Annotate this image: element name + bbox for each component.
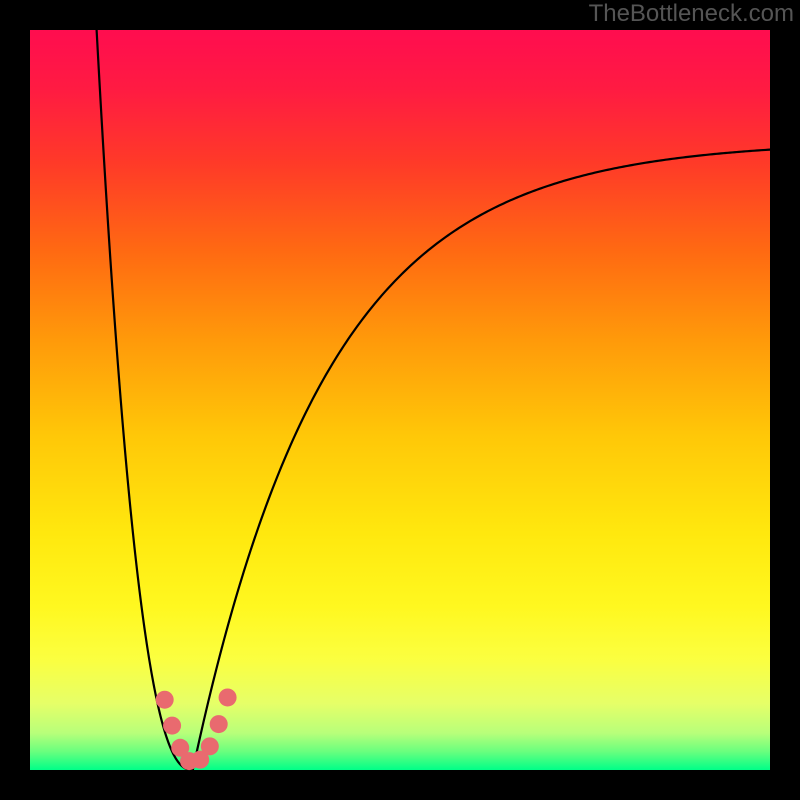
curve-marker — [156, 691, 174, 709]
watermark-text: TheBottleneck.com — [589, 0, 794, 28]
bottleneck-chart — [0, 0, 800, 800]
curve-marker — [201, 737, 219, 755]
plot-background — [30, 30, 770, 770]
curve-marker — [163, 717, 181, 735]
chart-root: TheBottleneck.com — [0, 0, 800, 800]
curve-marker — [219, 688, 237, 706]
curve-marker — [210, 715, 228, 733]
